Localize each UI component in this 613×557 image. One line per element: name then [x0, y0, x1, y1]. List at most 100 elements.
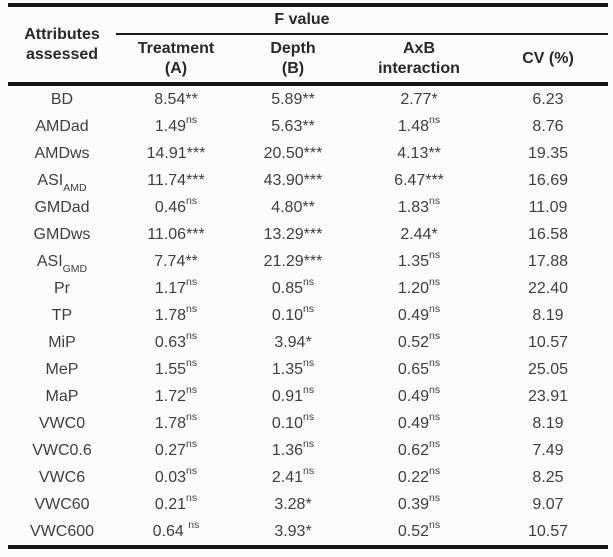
- cell-depth-b: 3.94*: [274, 333, 312, 351]
- table-row: MeP 1.55ns 1.35ns 0.65ns 25.05: [8, 356, 608, 383]
- ns-superscript: ns: [188, 519, 200, 532]
- cell-attribute: MeP: [45, 360, 79, 378]
- cell-cv: 8.19: [532, 306, 564, 324]
- ns-superscript: ns: [186, 384, 198, 397]
- cell-cv: 10.57: [527, 333, 569, 351]
- cell-treatment-a: 14.91***: [146, 144, 206, 162]
- depth-label: Depth: [270, 40, 316, 58]
- cell-depth-b: 5.89**: [271, 90, 315, 108]
- col-header-attributes: Attributes assessed: [8, 5, 116, 86]
- cell-attribute: ASIAMD: [37, 171, 87, 194]
- col-header-depth-b: Depth (B): [236, 34, 350, 86]
- cell-treatment-a: 11.74***: [147, 171, 205, 189]
- cv-header-spacer: [488, 5, 608, 35]
- cell-attribute: MiP: [48, 333, 76, 351]
- cell-axb-interaction: 0.52ns: [397, 330, 441, 351]
- ns-superscript: ns: [429, 384, 441, 397]
- cell-attribute: Pr: [54, 279, 70, 297]
- cell-attribute: GMDad: [34, 198, 90, 216]
- ns-superscript: ns: [429, 492, 441, 505]
- cell-cv: 22.40: [527, 279, 569, 297]
- ns-superscript: ns: [186, 303, 198, 316]
- table-row: TP 1.78ns 0.10ns 0.49ns 8.19: [8, 302, 608, 329]
- cell-depth-b: 4.80**: [271, 198, 315, 216]
- cell-attribute: BD: [50, 90, 74, 108]
- col-header-cv: CV (%): [488, 34, 608, 86]
- cell-treatment-a: 0.46ns: [154, 195, 198, 216]
- cell-treatment-a: 0.21ns: [154, 492, 198, 513]
- cell-cv: 25.05: [527, 360, 569, 378]
- cell-depth-b: 0.91ns: [271, 384, 315, 405]
- cell-depth-b: 20.50***: [263, 144, 323, 162]
- cell-cv: 6.23: [532, 90, 564, 108]
- cell-attribute: TP: [51, 306, 73, 324]
- ns-superscript: ns: [429, 303, 441, 316]
- ns-superscript: ns: [303, 411, 315, 424]
- cell-axb-interaction: 1.48ns: [397, 114, 441, 135]
- ns-superscript: ns: [186, 357, 198, 370]
- table-row: VWC6 0.03ns 2.41ns 0.22ns 8.25: [8, 464, 608, 491]
- cell-axb-interaction: 6.47***: [394, 171, 444, 189]
- cell-cv: 8.19: [532, 414, 564, 432]
- cell-cv: 19.35: [527, 144, 569, 162]
- cell-attribute: AMDws: [34, 144, 90, 162]
- cell-cv: 11.09: [528, 198, 568, 216]
- ns-superscript: ns: [303, 384, 315, 397]
- table-row: ASIGMD 7.74** 21.29*** 1.35ns 17.88: [8, 248, 608, 275]
- ns-superscript: ns: [429, 411, 441, 424]
- ns-superscript: ns: [186, 195, 198, 208]
- cell-axb-interaction: 4.13**: [397, 144, 441, 162]
- cell-treatment-a: 8.54**: [154, 90, 198, 108]
- cell-attribute: ASIGMD: [36, 252, 88, 275]
- table-row: AMDws 14.91*** 20.50*** 4.13** 19.35: [8, 140, 608, 167]
- table-row: GMDad 0.46ns 4.80** 1.83ns 11.09: [8, 194, 608, 221]
- ns-superscript: ns: [429, 249, 441, 262]
- ns-superscript: ns: [429, 519, 441, 532]
- table-row: Pr 1.17ns 0.85ns 1.20ns 22.40: [8, 275, 608, 302]
- cell-cv: 9.07: [532, 495, 564, 513]
- treatment-label: Treatment: [137, 40, 215, 58]
- cell-cv: 16.58: [527, 225, 569, 243]
- ns-superscript: ns: [186, 330, 198, 343]
- cell-depth-b: 1.35ns: [271, 357, 315, 378]
- cell-treatment-a: 1.78ns: [154, 411, 198, 432]
- cell-depth-b: 0.85ns: [271, 276, 315, 297]
- cell-axb-interaction: 0.49ns: [397, 411, 441, 432]
- cell-attribute: AMDad: [35, 117, 89, 135]
- attribute-subscript: GMD: [62, 262, 88, 275]
- cell-axb-interaction: 0.39ns: [397, 492, 441, 513]
- cell-attribute: VWC60: [34, 495, 90, 513]
- table-row: MiP 0.63ns 3.94* 0.52ns 10.57: [8, 329, 608, 356]
- col-header-treatment-a: Treatment (A): [116, 34, 236, 86]
- cell-depth-b: 0.10ns: [271, 303, 315, 324]
- cell-depth-b: 2.41ns: [271, 465, 315, 486]
- table-row: VWC0.6 0.27ns 1.36ns 0.62ns 7.49: [8, 437, 608, 464]
- ns-superscript: ns: [303, 465, 315, 478]
- cell-axb-interaction: 2.77*: [400, 90, 438, 108]
- cell-treatment-a: 7.74**: [154, 252, 198, 270]
- ns-superscript: ns: [186, 276, 198, 289]
- cell-cv: 8.25: [532, 468, 564, 486]
- table-row: BD 8.54** 5.89** 2.77* 6.23: [8, 84, 608, 113]
- cell-treatment-a: 0.27ns: [154, 438, 198, 459]
- cell-axb-interaction: 0.65ns: [397, 357, 441, 378]
- cell-axb-interaction: 1.35ns: [397, 249, 441, 270]
- table-row: AMDad 1.49ns 5.63** 1.48ns 8.76: [8, 113, 608, 140]
- ns-superscript: ns: [429, 276, 441, 289]
- col-group-header-f-value: F value: [116, 5, 488, 35]
- cell-cv: 16.69: [527, 171, 569, 189]
- ns-superscript: ns: [303, 276, 315, 289]
- attribute-subscript: AMD: [63, 181, 87, 194]
- ns-superscript: ns: [429, 357, 441, 370]
- table-row: VWC600 0.64 ns 3.93* 0.52ns 10.57: [8, 518, 608, 547]
- ns-superscript: ns: [429, 114, 441, 127]
- table-row: MaP 1.72ns 0.91ns 0.49ns 23.91: [8, 383, 608, 410]
- header-group-row: Attributes assessed F value: [8, 5, 608, 86]
- cell-axb-interaction: 0.49ns: [397, 384, 441, 405]
- cell-depth-b: 3.93*: [274, 522, 312, 540]
- depth-b-label: (B): [281, 59, 305, 77]
- cell-depth-b: 0.10ns: [271, 411, 315, 432]
- cell-cv: 17.88: [527, 252, 569, 270]
- cell-treatment-a: 11.06***: [147, 225, 205, 243]
- cell-cv: 7.49: [532, 441, 564, 459]
